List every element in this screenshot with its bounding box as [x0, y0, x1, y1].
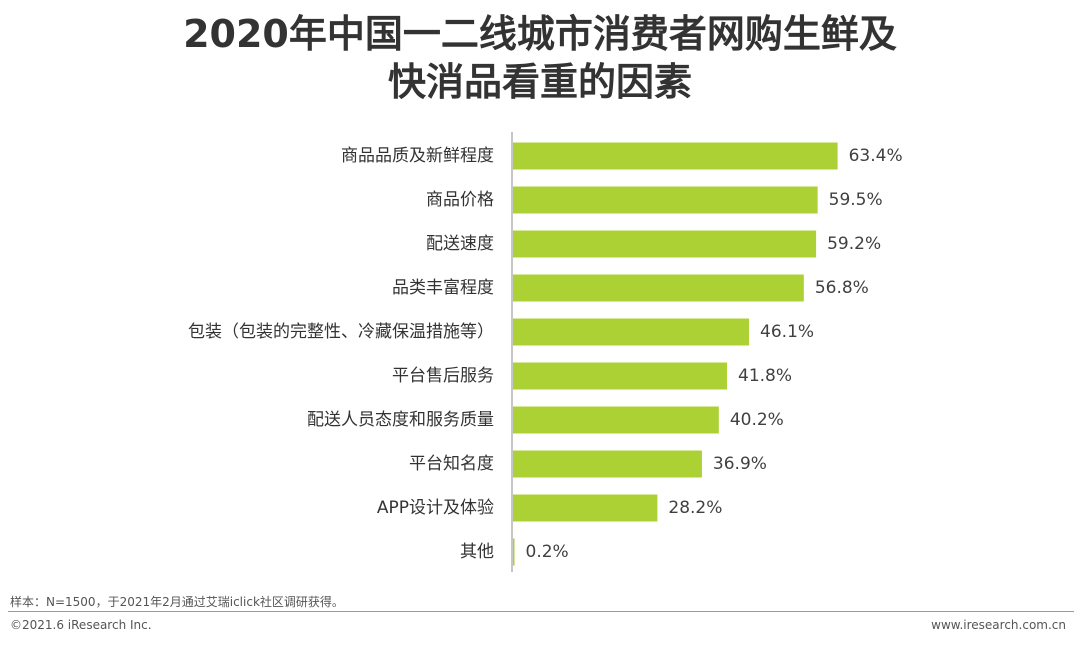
- bar: [513, 274, 804, 302]
- bar: [513, 406, 719, 434]
- bar: [513, 538, 515, 566]
- category-label: 配送速度: [426, 234, 494, 254]
- bar: [513, 450, 702, 478]
- bar: [513, 362, 728, 390]
- bar: [513, 318, 750, 346]
- copyright-text: ©2021.6 iResearch Inc.: [10, 618, 152, 632]
- category-label: 其他: [460, 542, 494, 562]
- bar: [513, 186, 818, 214]
- category-label: 包装（包装的完整性、冷藏保温措施等）: [188, 322, 494, 342]
- value-label: 59.5%: [829, 190, 883, 210]
- category-label: 品类丰富程度: [392, 278, 494, 298]
- value-label: 59.2%: [827, 234, 881, 254]
- bar: [513, 142, 838, 170]
- category-label: 商品价格: [426, 190, 494, 210]
- category-label: APP设计及体验: [377, 498, 494, 518]
- sample-note: 样本：N=1500，于2021年2月通过艾瑞iclick社区调研获得。: [10, 595, 344, 609]
- category-label: 商品品质及新鲜程度: [341, 146, 494, 166]
- bar: [513, 494, 658, 522]
- category-label: 平台售后服务: [392, 366, 494, 386]
- value-label: 0.2%: [526, 542, 569, 562]
- value-label: 63.4%: [849, 146, 903, 166]
- chart-title-line-1: 2020年中国一二线城市消费者网购生鲜及: [183, 12, 897, 56]
- value-label: 40.2%: [730, 410, 784, 430]
- value-label: 56.8%: [815, 278, 869, 298]
- bar: [513, 230, 817, 258]
- value-label: 28.2%: [668, 498, 722, 518]
- category-label: 配送人员态度和服务质量: [307, 410, 494, 430]
- value-label: 46.1%: [760, 322, 814, 342]
- chart-title: 2020年中国一二线城市消费者网购生鲜及 快消品看重的因素: [0, 10, 1080, 106]
- footer-divider: [8, 611, 1074, 612]
- value-label: 36.9%: [713, 454, 767, 474]
- bar-chart: 商品品质及新鲜程度 63.4% 商品价格 59.5% 配送速度 59.2% 品类丰富程度 56…: [188, 132, 903, 572]
- website-text: www.iresearch.com.cn: [931, 618, 1066, 632]
- chart-title-line-2: 快消品看重的因素: [387, 60, 692, 104]
- value-label: 41.8%: [738, 366, 792, 386]
- category-label: 平台知名度: [409, 454, 494, 474]
